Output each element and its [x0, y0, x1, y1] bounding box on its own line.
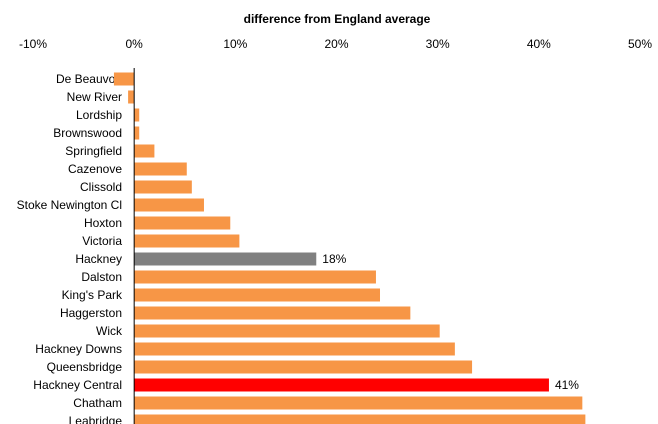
category-label: Brownswood: [53, 126, 122, 140]
x-tick-label: 50%: [628, 37, 652, 51]
category-label: Clissold: [80, 180, 122, 194]
category-label: Stoke Newington Cl: [17, 198, 122, 212]
category-label: Wick: [96, 324, 123, 338]
bar-haggerston: [134, 306, 411, 320]
category-label: Hackney Downs: [35, 342, 122, 356]
category-label: Hackney: [75, 252, 122, 266]
category-label: Hackney Central: [33, 378, 122, 392]
bar-wick: [134, 324, 440, 338]
x-tick-label: 40%: [527, 37, 551, 51]
bar-hackney-central: [134, 378, 549, 392]
x-tick-label: 20%: [324, 37, 348, 51]
x-tick-label: -10%: [19, 37, 47, 51]
bar-leabridge: [134, 414, 586, 424]
bar-victoria: [134, 234, 240, 248]
data-label: 41%: [555, 378, 579, 392]
bar-clissold: [134, 180, 192, 194]
bar-queensbridge: [134, 360, 473, 374]
bar-hackney-downs: [134, 342, 455, 356]
chart-title: difference from England average: [244, 12, 431, 26]
category-label: New River: [67, 90, 122, 104]
x-tick-label: 30%: [426, 37, 450, 51]
category-label: Chatham: [73, 396, 122, 410]
category-label: Springfield: [65, 144, 122, 158]
category-label: Haggerston: [60, 306, 122, 320]
category-label: Cazenove: [68, 162, 122, 176]
data-label: 18%: [322, 252, 346, 266]
category-labels: De Beauvoir New River Lordship Brownswood Sp…: [17, 72, 123, 424]
bar-stoke-newington-cl: [134, 198, 204, 212]
category-label: Dalston: [81, 270, 122, 284]
bar-hoxton: [134, 216, 231, 230]
category-label: Queensbridge: [47, 360, 123, 374]
category-label: Victoria: [82, 234, 122, 248]
category-label: Lordship: [76, 108, 122, 122]
bar-new-river: [128, 90, 135, 104]
bar-springfield: [134, 144, 155, 158]
x-tick-label: 0%: [125, 37, 143, 51]
bar-dalston: [134, 270, 376, 284]
category-label: King's Park: [62, 288, 123, 302]
bar-brownswood: [134, 126, 140, 140]
bar-king-s-park: [134, 288, 381, 302]
bar-chatham: [134, 396, 583, 410]
bar-hackney: [134, 252, 317, 266]
bar-lordship: [134, 108, 140, 122]
bars: [113, 72, 586, 424]
bar-cazenove: [134, 162, 187, 176]
category-label: Hoxton: [84, 216, 122, 230]
data-labels: 18% 41%: [322, 252, 579, 392]
x-tick-label: 10%: [223, 37, 247, 51]
x-axis-ticks: -10% 0% 10% 20% 30% 40% 50%: [19, 37, 652, 51]
category-label: Leabridge: [69, 414, 123, 424]
bar-de-beauvoir: [113, 72, 135, 86]
category-label: De Beauvoir: [56, 72, 122, 86]
